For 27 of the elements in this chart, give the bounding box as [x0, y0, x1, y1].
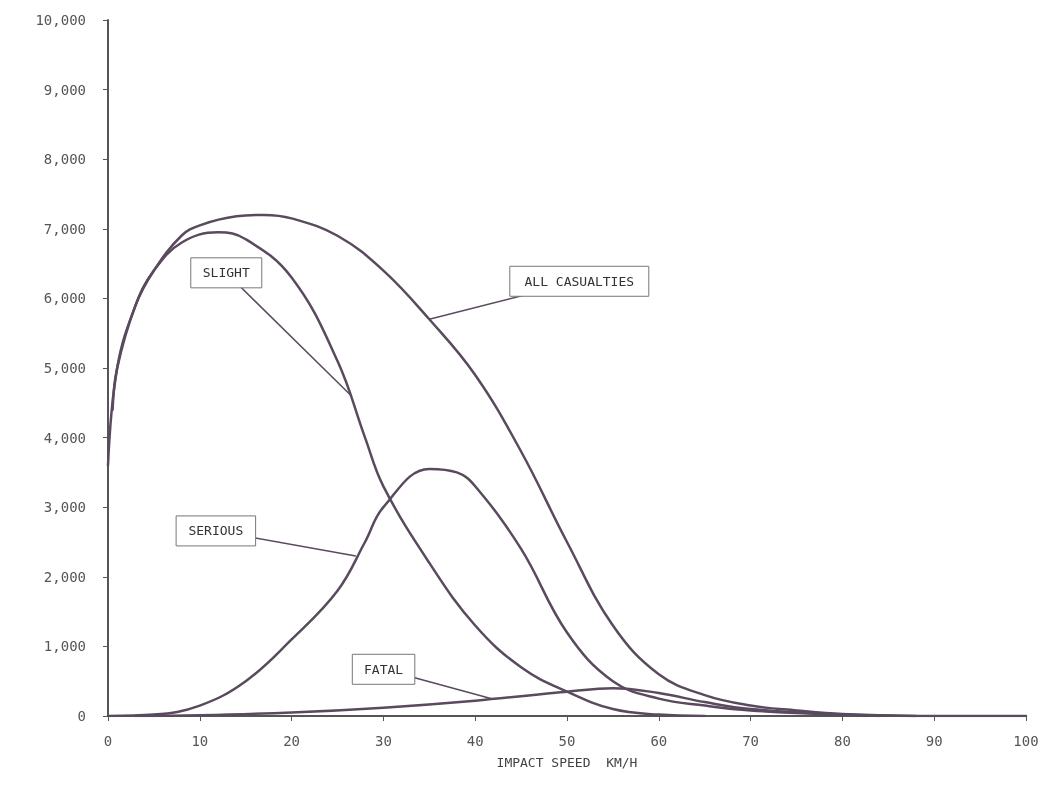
y-tick-label: 2,000 — [43, 568, 86, 585]
x-tick-label: 20 — [283, 733, 301, 749]
x-tick-label: 30 — [374, 733, 392, 749]
x-tick-label: 10 — [191, 733, 209, 749]
annotation: SERIOUS — [188, 523, 244, 539]
annotation: ALL CASUALTIES — [524, 273, 635, 289]
y-tick-label: 0 — [77, 708, 86, 724]
y-tick-label: 10,000 — [35, 12, 86, 28]
y-tick-label: 8,000 — [43, 151, 86, 168]
annotation: FATAL — [363, 661, 404, 677]
y-tick-label: 4,000 — [43, 429, 86, 446]
x-axis-title: IMPACT SPEED KM/H — [496, 755, 638, 770]
y-tick-label: 5,000 — [43, 360, 86, 376]
x-tick-label: 100 — [1013, 733, 1039, 749]
x-tick-label: 50 — [558, 733, 576, 749]
x-tick-label: 0 — [103, 733, 113, 749]
x-tick-label: 90 — [925, 733, 943, 749]
y-tick-label: 7,000 — [43, 220, 86, 237]
annotation: SLIGHT — [202, 265, 250, 281]
y-tick-label: 3,000 — [43, 499, 86, 516]
y-tick-label: 1,000 — [43, 638, 86, 655]
x-tick-label: 70 — [742, 733, 760, 749]
y-tick-label: 6,000 — [43, 290, 86, 307]
x-tick-label: 40 — [466, 733, 484, 749]
x-tick-label: 80 — [833, 733, 851, 749]
x-tick-label: 60 — [650, 733, 668, 749]
y-tick-label: 9,000 — [43, 81, 86, 98]
